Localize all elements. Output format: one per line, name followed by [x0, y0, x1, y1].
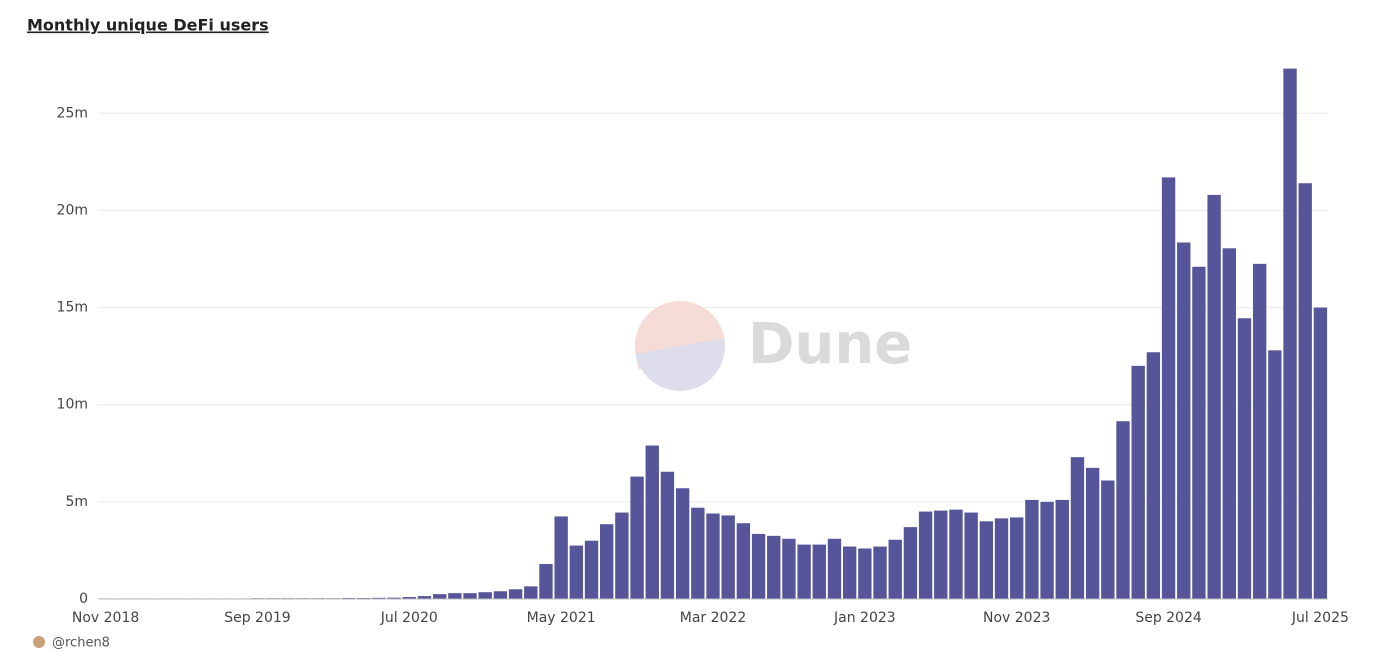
bar [615, 512, 629, 599]
bar [994, 518, 1009, 599]
bar [660, 471, 675, 599]
bar [508, 589, 523, 599]
bar [417, 596, 432, 599]
bar [782, 538, 796, 599]
bar [1010, 517, 1024, 599]
bar [1283, 68, 1297, 600]
bar [1161, 177, 1176, 599]
bar [1070, 457, 1085, 599]
x-tick-label: Jan 2023 [833, 610, 896, 626]
bar [934, 510, 948, 599]
bar [691, 507, 705, 599]
x-tick-label: Jul 2020 [380, 610, 438, 626]
bar [432, 594, 447, 599]
x-tick-label: Sep 2024 [1135, 610, 1202, 626]
bar [858, 548, 872, 599]
bar [949, 509, 963, 599]
bar [493, 591, 508, 599]
x-tick-label: Mar 2022 [680, 610, 747, 626]
bar [675, 488, 690, 599]
bar [387, 597, 401, 599]
bar [767, 535, 781, 599]
y-tick-label: 10m [57, 397, 88, 413]
watermark-text: Dune [748, 312, 912, 377]
bar [964, 512, 978, 599]
bar [1146, 352, 1161, 599]
bar [554, 516, 568, 599]
bar [842, 546, 857, 599]
y-tick-label: 20m [57, 202, 88, 218]
bar [1207, 194, 1221, 599]
bar [1055, 499, 1069, 599]
bar [736, 523, 751, 599]
y-tick-label: 15m [57, 300, 88, 316]
bar [1252, 263, 1267, 599]
bar [539, 564, 553, 599]
author: @rchen8 [52, 636, 110, 651]
bar [979, 521, 994, 599]
bar [584, 540, 599, 599]
bar [1268, 350, 1282, 599]
bar [630, 476, 644, 599]
bar [721, 515, 735, 599]
x-tick-label: Nov 2018 [72, 610, 139, 626]
watermark-logo-bottom [635, 338, 725, 391]
bar [1177, 242, 1191, 599]
y-tick-label: 25m [57, 105, 88, 121]
bar [706, 513, 720, 599]
bar [645, 445, 659, 599]
bar [600, 524, 614, 599]
x-tick-label: Jul 2025 [1291, 610, 1349, 626]
bar [812, 544, 826, 599]
x-tick-label: Nov 2023 [983, 610, 1050, 626]
chart-title: Monthly unique DeFi users [27, 16, 269, 35]
bar [827, 538, 842, 599]
bar [1222, 248, 1236, 600]
bar [463, 593, 477, 599]
bar [1085, 467, 1100, 599]
bar [873, 546, 887, 599]
y-tick-label: 5m [65, 494, 88, 510]
bar [751, 533, 766, 599]
bar [797, 544, 811, 599]
bar [402, 597, 416, 599]
watermark: Dune [635, 301, 912, 391]
y-tick-label: 0 [79, 591, 88, 607]
bar [1237, 318, 1252, 599]
bar [1298, 183, 1312, 599]
x-tick-label: Sep 2019 [224, 610, 290, 626]
bar [478, 592, 492, 599]
x-tick-label: May 2021 [527, 610, 596, 626]
author-avatar [33, 636, 45, 648]
bar [1192, 266, 1206, 599]
bar [448, 593, 462, 599]
bar [1313, 307, 1328, 599]
bar [1040, 501, 1054, 599]
bar [1101, 480, 1115, 599]
bar [1025, 499, 1039, 599]
bar [569, 545, 584, 599]
bar [524, 586, 538, 599]
bar [918, 511, 933, 599]
bar [1131, 365, 1145, 599]
bar [1116, 421, 1130, 599]
bar [372, 597, 386, 599]
bar [888, 539, 902, 599]
bar [903, 527, 918, 599]
